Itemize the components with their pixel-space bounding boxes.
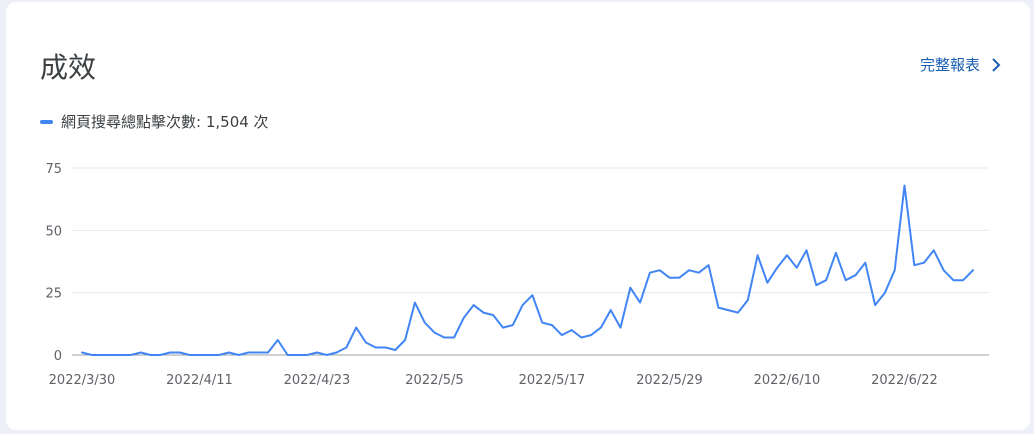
full-report-link[interactable]: 完整報表 [920,54,1002,75]
x-tick-label: 2022/5/5 [405,373,463,388]
card-title: 成效 [40,51,97,84]
x-tick-label: 2022/4/11 [166,373,233,388]
x-tick-label: 2022/5/17 [519,373,586,388]
y-tick-label: 25 [45,287,62,302]
full-report-label: 完整報表 [919,56,980,74]
x-tick-label: 2022/6/10 [754,373,821,388]
x-tick-label: 2022/5/29 [636,373,703,388]
y-tick-label: 50 [45,224,62,239]
y-tick-label: 0 [54,349,62,364]
x-tick-label: 2022/6/22 [871,373,938,388]
chart-legend[interactable]: 網頁搜尋總點擊次數: 1,504 次 [40,111,269,132]
x-tick-label: 2022/3/30 [49,373,116,388]
legend-label: 網頁搜尋總點擊次數: 1,504 次 [61,113,269,131]
legend-swatch [40,119,53,124]
performance-card: 成效 完整報表 網頁搜尋總點擊次數: 1,504 次 [6,2,1030,430]
y-tick-label: 75 [45,162,62,177]
chevron-right-icon [992,57,1001,72]
x-tick-label: 2022/4/23 [284,373,351,388]
series-line-clicks [81,184,974,356]
